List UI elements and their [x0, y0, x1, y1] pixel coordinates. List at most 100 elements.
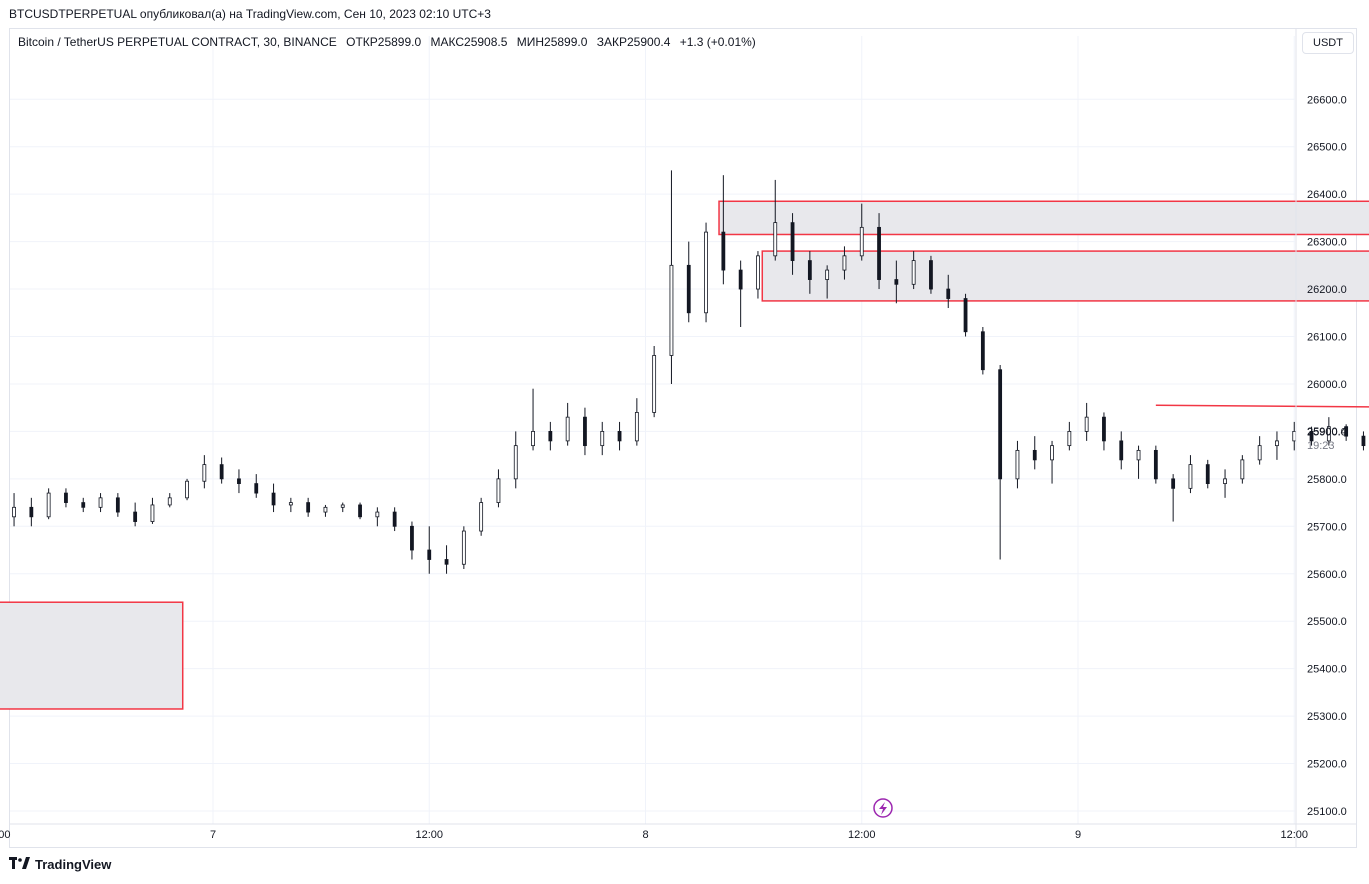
- candle: [963, 293, 968, 337]
- candle: [1119, 431, 1124, 470]
- candle: [306, 497, 311, 517]
- candle-body: [81, 502, 86, 508]
- candle-body: [1015, 449, 1020, 480]
- candle-body: [946, 288, 951, 299]
- candle-body: [634, 412, 639, 442]
- candle: [150, 497, 155, 524]
- candle: [980, 327, 985, 375]
- candle-body: [1050, 445, 1054, 461]
- tradingview-logo[interactable]: TradingView: [9, 857, 111, 872]
- price-tick-label: 25900.0: [1307, 426, 1347, 438]
- candle: [946, 274, 951, 309]
- candle-body: [1292, 430, 1297, 442]
- candle-body: [980, 331, 985, 371]
- last-price-label: 25900.4: [1307, 426, 1347, 438]
- candle: [1240, 455, 1245, 484]
- candle: [29, 497, 34, 527]
- candle-body: [807, 260, 812, 280]
- candle-body: [46, 492, 51, 518]
- candle: [1067, 421, 1072, 451]
- candle-body: [496, 478, 501, 503]
- candle: [669, 170, 674, 384]
- price-tick-label: 26200.0: [1307, 284, 1347, 296]
- candle-body: [1240, 459, 1245, 480]
- candle-body: [12, 506, 16, 518]
- candle: [548, 421, 553, 451]
- candle: [202, 455, 207, 489]
- price-tick-label: 26300.0: [1307, 237, 1347, 249]
- candle-body: [756, 255, 760, 290]
- candle-body: [410, 525, 414, 551]
- time-tick-label: 7: [210, 829, 216, 841]
- price-tick-label: 26100.0: [1307, 332, 1347, 344]
- candle: [115, 493, 120, 517]
- candle-body: [237, 478, 241, 484]
- price-tick-label: 26000.0: [1307, 379, 1347, 391]
- candle: [185, 478, 189, 501]
- candle: [756, 251, 760, 299]
- candle: [911, 251, 916, 290]
- candle-body: [271, 492, 276, 506]
- candle-body: [306, 502, 311, 513]
- candle: [531, 388, 535, 451]
- candle-body: [652, 355, 657, 413]
- candle-body: [115, 497, 120, 513]
- candle-body: [600, 430, 605, 447]
- time-tick-label: 12:00: [848, 829, 876, 841]
- candle-body: [1153, 449, 1158, 480]
- candle-body: [1084, 416, 1089, 432]
- candle-body: [1344, 426, 1349, 437]
- price-tick-label: 25400.0: [1307, 664, 1347, 676]
- time-tick-label: 12:00: [0, 829, 11, 841]
- candle: [1050, 440, 1054, 484]
- candle: [219, 457, 224, 484]
- candle-body: [340, 504, 345, 508]
- candle-body: [565, 416, 570, 442]
- candle-body: [323, 506, 328, 513]
- candle: [842, 246, 847, 280]
- candle-body: [911, 260, 916, 285]
- candle-body: [254, 483, 259, 494]
- candle: [773, 179, 778, 261]
- candle-body: [877, 226, 881, 280]
- candle: [1257, 436, 1262, 465]
- candle-body: [583, 416, 587, 447]
- price-tick-label: 26500.0: [1307, 142, 1347, 154]
- candle: [600, 421, 605, 456]
- currency-button[interactable]: USDT: [1302, 32, 1354, 54]
- candle-body: [1205, 464, 1210, 484]
- candle: [1015, 440, 1020, 489]
- candle: [1171, 474, 1176, 522]
- candle-body: [929, 260, 933, 290]
- candle: [410, 521, 414, 560]
- candle: [1361, 431, 1366, 451]
- candle: [358, 502, 362, 520]
- candle: [686, 241, 691, 323]
- candle: [1292, 421, 1297, 451]
- candle: [444, 545, 449, 574]
- rectangle-zone: [718, 200, 1369, 236]
- candle: [254, 474, 259, 498]
- candle-body: [1275, 440, 1279, 447]
- candle: [46, 488, 51, 520]
- candle: [133, 502, 138, 527]
- candle-body: [219, 464, 224, 480]
- time-tick-label: 9: [1075, 829, 1081, 841]
- candle: [704, 222, 708, 323]
- candle-body: [444, 559, 449, 565]
- candle: [617, 421, 622, 451]
- candle: [167, 493, 172, 508]
- candle: [1153, 445, 1158, 484]
- published-header: BTCUSDTPERPETUAL опубликовал(а) на Tradi…: [9, 7, 491, 21]
- candle-body: [738, 269, 743, 290]
- candle: [375, 507, 380, 527]
- candle-body: [185, 480, 189, 499]
- price-tick-label: 26400.0: [1307, 189, 1347, 201]
- candle-body: [894, 279, 899, 285]
- candle: [1205, 459, 1210, 489]
- chart-frame: [9, 28, 1357, 848]
- candle: [496, 469, 501, 508]
- candle: [1084, 402, 1089, 441]
- candle: [790, 213, 795, 275]
